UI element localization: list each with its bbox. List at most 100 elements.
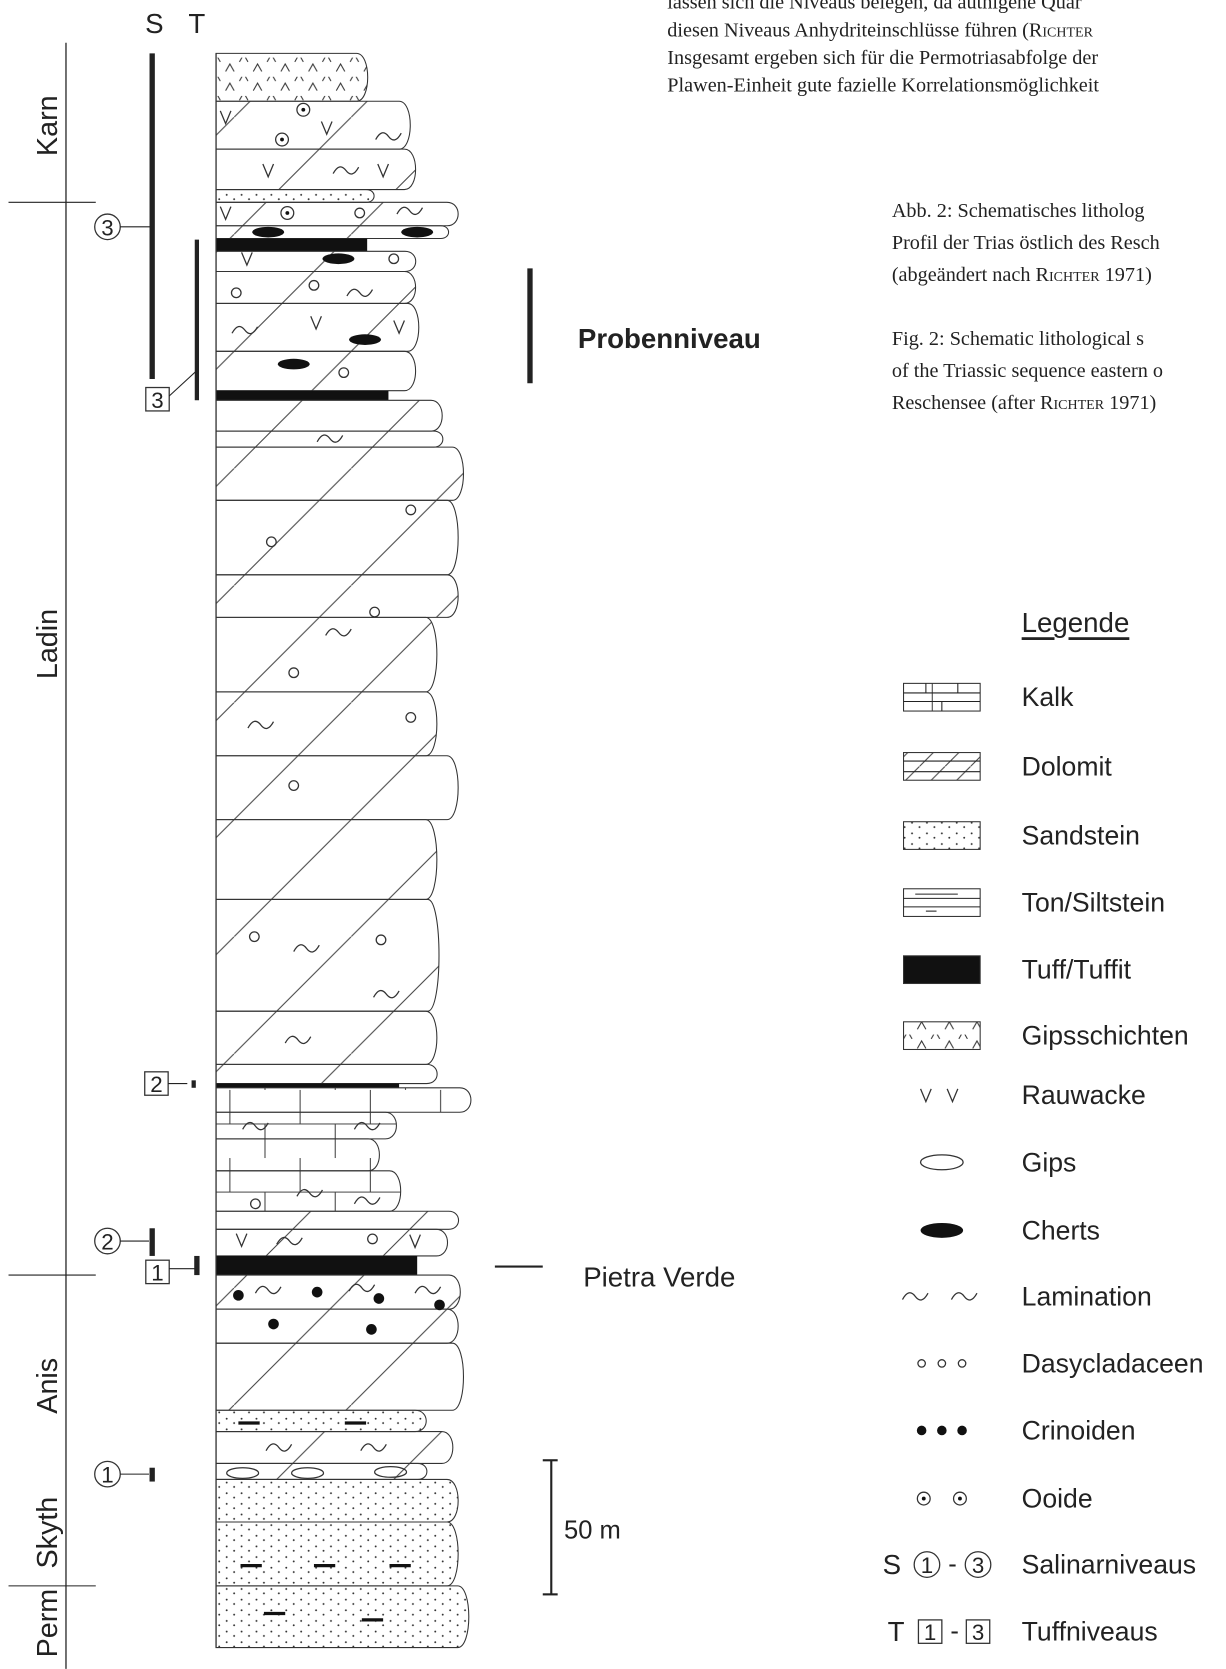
body-text-line: lassen sich die Niveaus belegen, da auth…: [667, 0, 1082, 14]
body-text-line-part: Insgesamt ergeben sich für die Permotria…: [667, 47, 1098, 69]
legend-t-letter: T: [888, 1616, 905, 1647]
tuff-marker: 2: [150, 1072, 162, 1097]
lime-bed: [216, 1088, 471, 1112]
dolo-bed: [216, 202, 458, 225]
legend-label: Ton/Siltstein: [1022, 888, 1165, 918]
sand-bed: [216, 1410, 426, 1431]
figure: lassen sich die Niveaus belegen, da auth…: [0, 0, 1226, 1669]
legend-s-dash: -: [948, 1551, 957, 1579]
sand-bed: [216, 190, 374, 203]
crinoid-symbol: [268, 1319, 279, 1330]
lime-bed: [216, 1112, 396, 1139]
sand-bed: [216, 1522, 458, 1586]
legend-label: Gips: [1022, 1147, 1077, 1177]
tuff-bed: [216, 1084, 399, 1088]
chert-symbol: [252, 227, 284, 238]
stage-label: Anis: [32, 1358, 64, 1414]
dolo-bed: [216, 101, 410, 149]
chert-symbol: [401, 227, 433, 238]
salinar-marker: 3: [101, 215, 113, 240]
tuff-bed: [216, 239, 367, 252]
dolo-bed: [216, 1011, 437, 1064]
rauwacke-symbol: [921, 1089, 932, 1102]
legend-dasyclad: [958, 1360, 965, 1367]
caption-line-part: 1971): [1104, 392, 1156, 414]
tuff-marker: 3: [151, 388, 163, 413]
legend-s-letter: S: [883, 1549, 901, 1580]
caption-line-part: Profil der Trias östlich des Resch: [892, 232, 1160, 254]
ooid-core: [280, 138, 284, 142]
gyps-bed: [216, 53, 368, 101]
ooid-core: [285, 211, 289, 215]
legend-tuff-to: 3: [972, 1620, 984, 1645]
caption-line-part: Richter: [1036, 264, 1101, 286]
body-text-line-part: diesen Niveaus Anhydriteinschlüsse führe…: [667, 19, 1029, 41]
dolo-bed: [216, 272, 416, 304]
caption-line: Reschensee (after Richter 1971): [892, 392, 1156, 414]
tuff-marker: 1: [151, 1260, 163, 1285]
legend-label: Crinoiden: [1022, 1415, 1136, 1445]
chert-symbol: [322, 253, 354, 264]
sample-level-label: Probenniveau: [578, 323, 761, 354]
legend-t-dash: -: [950, 1618, 959, 1646]
legend-label: Lamination: [1022, 1281, 1152, 1311]
chert-symbol: [349, 334, 381, 345]
caption-line: (abgeändert nach Richter 1971): [892, 264, 1152, 286]
legend-label: Sandstein: [1022, 821, 1140, 851]
legend-crinoid: [957, 1426, 967, 1436]
salinar-marker: 2: [101, 1230, 113, 1255]
legend-swatch: [904, 822, 981, 850]
caption-line-part: Abb. 2: Schematisches litholog: [892, 200, 1145, 222]
legend-swatch: [904, 889, 981, 917]
caption-line-part: Reschensee (after: [892, 392, 1040, 414]
legend-crinoid: [937, 1426, 947, 1436]
dolo-bed: [216, 1343, 463, 1410]
dolo-bed: [216, 1064, 437, 1083]
body-text-line: Plawen-Einheit gute fazielle Korrelation…: [667, 75, 1099, 97]
dolo-bed: [216, 692, 437, 756]
sand-bed: [216, 1586, 469, 1648]
body-text-line: Insgesamt ergeben sich für die Permotria…: [667, 47, 1098, 69]
crinoid-symbol: [233, 1290, 244, 1301]
scale-label: 50 m: [564, 1517, 621, 1545]
dolo-bed: [216, 1275, 460, 1309]
legend-chert: [921, 1223, 964, 1238]
caption-line-part: 1971): [1100, 264, 1152, 286]
lamination-symbol: [951, 1293, 977, 1300]
lime-bed: [216, 1139, 379, 1171]
dolo-bed: [216, 400, 442, 431]
header-t: T: [188, 8, 205, 39]
dolo-bed: [216, 351, 416, 390]
ooid-core: [958, 1497, 962, 1501]
body-text-line: diesen Niveaus Anhydriteinschlüsse führe…: [667, 19, 1093, 41]
legend-tuff-from: 1: [924, 1620, 936, 1645]
pietra-verde-label: Pietra Verde: [583, 1262, 735, 1293]
legend-gips: [921, 1155, 964, 1170]
legend-crinoid: [917, 1426, 927, 1436]
crinoid-symbol: [312, 1287, 323, 1298]
body-text-line-part: lassen sich die Niveaus belegen, da auth…: [667, 0, 1082, 14]
body-text-line-part: Plawen-Einheit gute fazielle Korrelation…: [667, 75, 1099, 97]
chert-symbol: [278, 359, 310, 370]
legend-swatch: [904, 956, 981, 984]
legend-dasyclad: [918, 1360, 925, 1367]
legend-label: Kalk: [1022, 682, 1074, 712]
legend-label: Tuffniveaus: [1022, 1617, 1158, 1647]
dolo-bed: [216, 431, 443, 447]
legend-label: Cherts: [1022, 1215, 1100, 1245]
legend-label: Dolomit: [1022, 751, 1113, 781]
lamination-symbol: [902, 1293, 928, 1300]
caption-line-part: Fig. 2: Schematic lithological s: [892, 328, 1144, 350]
caption-line: Abb. 2: Schematisches litholog: [892, 200, 1145, 222]
dolo-bed: [216, 447, 463, 500]
dolo-bed: [216, 756, 458, 820]
dolo-bed: [216, 617, 437, 691]
legend-swatch: [904, 1022, 981, 1050]
dolo-bed: [216, 820, 437, 900]
legend-title: Legende: [1022, 607, 1130, 638]
body-text-line-part: Richter: [1029, 19, 1094, 41]
caption-line-part: Richter: [1040, 392, 1105, 414]
header-s: S: [145, 8, 163, 39]
ooid-core: [301, 108, 305, 112]
dolo-bed: [216, 1432, 453, 1464]
